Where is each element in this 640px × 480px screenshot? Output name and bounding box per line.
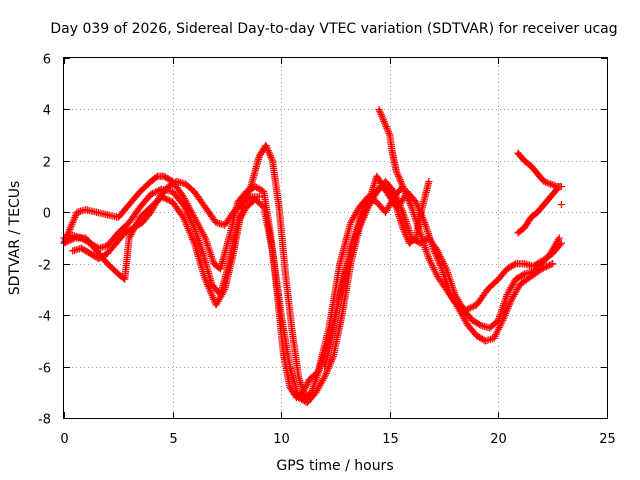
data-point: [557, 200, 565, 209]
series-track-g: [514, 185, 561, 237]
data-series: [60, 105, 565, 407]
data-point: [425, 177, 433, 186]
x-axis-label: GPS time / hours: [276, 458, 393, 474]
x-tick-labels: 0 5 10 15 20 25: [60, 432, 615, 447]
data-point: [399, 182, 407, 191]
series-track-d: [69, 177, 264, 263]
y-tick-label: 6: [43, 53, 51, 68]
series-track-i: [557, 200, 565, 209]
y-tick-label: 2: [43, 156, 51, 171]
y-tick-label: -4: [38, 310, 51, 325]
chart-title: Day 039 of 2026, Sidereal Day-to-day VTE…: [50, 21, 617, 37]
y-tick-labels: -8 -6 -4 -2 0 2 4 6: [38, 53, 51, 428]
series-track-e: [375, 105, 407, 191]
y-tick-label: 4: [43, 104, 51, 119]
y-tick-label: 0: [43, 207, 51, 222]
x-tick-label: 0: [60, 432, 68, 447]
x-tick-label: 10: [273, 432, 290, 447]
x-tick-label: 25: [599, 432, 616, 447]
data-point: [553, 185, 561, 193]
data-point: [255, 193, 264, 201]
series-track-f: [514, 149, 565, 191]
x-tick-label: 15: [382, 432, 399, 447]
y-tick-label: -6: [38, 362, 51, 377]
x-tick-label: 5: [169, 432, 177, 447]
data-point: [552, 186, 560, 195]
data-point: [549, 260, 557, 268]
plot-frame: [63, 57, 608, 419]
data-point: [557, 182, 565, 191]
series-track-h: [321, 172, 433, 371]
data-point: [152, 173, 160, 181]
y-tick-label: -2: [38, 259, 51, 274]
data-point: [555, 234, 563, 242]
x-tick-label: 20: [490, 432, 507, 447]
y-tick-label: -8: [38, 413, 51, 428]
y-axis-label: SDTVAR / TECUs: [7, 181, 23, 296]
